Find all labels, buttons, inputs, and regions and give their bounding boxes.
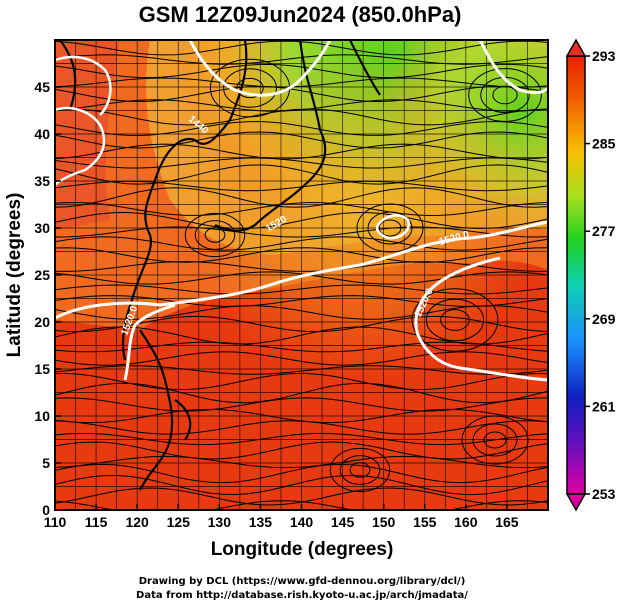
chart-title: GSM 12Z09Jun2024 (850.0hPa) <box>139 2 462 27</box>
y-tick-label: 35 <box>34 173 50 189</box>
streamline <box>55 500 548 510</box>
contour-high-1 <box>375 214 411 240</box>
contour-1520-south <box>123 303 176 381</box>
streamline-swirl <box>339 455 381 485</box>
streamline-swirl <box>329 447 391 493</box>
colorbar-tick-label: 277 <box>592 223 616 239</box>
colorbar-tick-label: 285 <box>592 136 616 152</box>
streamline-swirl <box>483 431 507 449</box>
y-tick-label: 0 <box>42 502 50 518</box>
contour-north-east <box>478 40 548 95</box>
streamline-swirl <box>194 220 236 250</box>
y-tick-label: 40 <box>34 126 50 142</box>
y-tick-label: 5 <box>42 455 50 471</box>
geopotential-contours <box>55 40 548 382</box>
colorbar-tick-label: 293 <box>592 48 616 64</box>
x-tick-label: 140 <box>290 514 314 530</box>
credit-drawing: Drawing by DCL (https://www.gfd-dennou.o… <box>139 576 466 587</box>
streamline-swirl <box>472 423 518 457</box>
x-tick-label: 150 <box>372 514 396 530</box>
streamline-swirl <box>223 68 277 108</box>
streamline-swirl <box>440 309 470 331</box>
colorbar-top-arrow <box>565 38 587 57</box>
y-axis-label: Latitude (degrees) <box>4 193 25 358</box>
streamline-swirl <box>425 298 485 342</box>
contour-1520-east <box>414 256 548 382</box>
x-axis-ticks: 110 115 120 125 130 135 140 145 150 155 160 165 <box>44 504 519 530</box>
streamline-swirl <box>184 212 246 258</box>
x-tick-label: 115 <box>85 514 108 530</box>
x-tick-label: 120 <box>125 514 149 530</box>
colorbar-ticks: 293 285 277 269 261 253 <box>585 48 616 502</box>
x-tick-label: 125 <box>167 514 191 530</box>
credit-data: Data from http://database.rish.kyoto-u.a… <box>136 590 468 601</box>
x-tick-label: 135 <box>249 514 273 530</box>
y-tick-label: 10 <box>34 408 50 424</box>
contour-1440 <box>188 40 332 97</box>
colorbar-tick-label: 269 <box>592 311 616 327</box>
x-tick-label: 160 <box>454 514 478 530</box>
y-tick-label: 30 <box>34 220 50 236</box>
x-tick-label: 130 <box>208 514 232 530</box>
plot-area: 1520.0 1520.0 1520.0 1440 1520 <box>55 40 548 510</box>
colorbar: 293 285 277 269 261 253 <box>565 38 616 512</box>
streamline-swirl <box>468 68 542 122</box>
colorbar-bottom-arrow <box>565 493 587 512</box>
colorbar-body <box>566 55 586 495</box>
contour-west-2 <box>55 106 106 186</box>
colorbar-tick-label: 261 <box>592 398 616 414</box>
x-axis-label: Longitude (degrees) <box>211 539 394 560</box>
streamline-swirl <box>492 85 518 105</box>
y-tick-label: 25 <box>34 267 50 283</box>
colorbar-tick-label: 253 <box>592 486 616 502</box>
y-tick-label: 20 <box>34 314 50 330</box>
y-tick-label: 15 <box>34 361 50 377</box>
y-axis-ticks: 0 5 10 15 20 25 30 35 40 45 <box>34 79 61 518</box>
contour-1520-main <box>55 220 548 320</box>
x-tick-label: 165 <box>495 514 519 530</box>
contour-west-1 <box>55 55 112 116</box>
coastlines <box>59 40 381 491</box>
y-tick-label: 45 <box>34 79 50 95</box>
streamline-swirl <box>236 77 264 99</box>
streamline-swirl <box>411 288 499 352</box>
x-tick-label: 145 <box>331 514 355 530</box>
x-tick-label: 155 <box>413 514 437 530</box>
x-tick-label: 110 <box>44 514 67 530</box>
